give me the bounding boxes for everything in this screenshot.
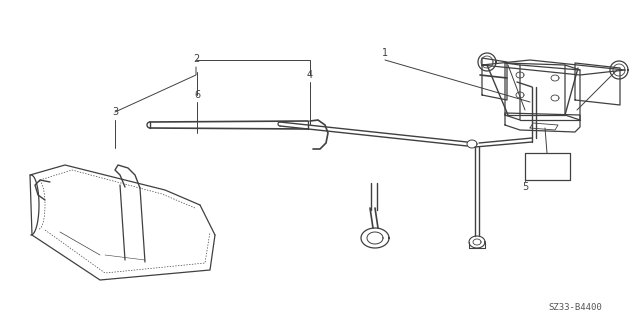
Text: 4: 4 (307, 70, 313, 80)
Text: 2: 2 (193, 54, 199, 64)
Text: SZ33-B4400: SZ33-B4400 (548, 303, 602, 313)
Text: 3: 3 (112, 107, 118, 117)
Text: 5: 5 (522, 182, 528, 192)
Text: 6: 6 (194, 90, 200, 100)
Text: 1: 1 (382, 48, 388, 58)
